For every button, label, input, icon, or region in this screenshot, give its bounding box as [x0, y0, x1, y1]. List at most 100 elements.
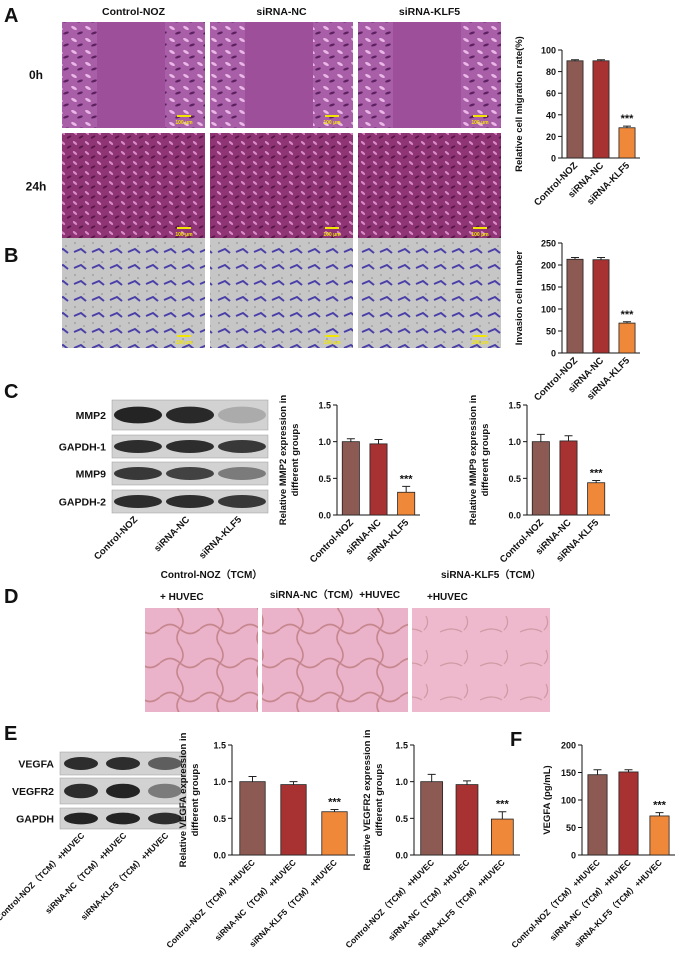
column-header: + HUVEC	[160, 592, 204, 603]
blot-label: VEGFR2	[12, 786, 54, 798]
bar	[397, 491, 416, 516]
y-tick-label: 50	[546, 327, 556, 337]
y-axis-label: Relative VEGFR2 expression in	[362, 729, 373, 870]
error-bar	[597, 59, 605, 61]
y-axis-label: Relative MMP9 expression in	[468, 395, 479, 526]
micrograph	[412, 608, 550, 712]
column-header: Control-NOZ（TCM）	[161, 568, 263, 581]
y-axis-label: VEGFA (pg/mL)	[542, 765, 553, 834]
y-tick-label: 0.0	[508, 511, 521, 521]
x-tick-label: Control-NOZ（TCM）+HUVEC	[164, 857, 257, 950]
y-tick-label: 80	[546, 67, 556, 77]
y-tick-label: 150	[561, 768, 576, 778]
y-tick-label: 200	[541, 261, 556, 271]
micrograph	[358, 133, 501, 240]
micrograph	[210, 133, 353, 240]
bar	[420, 781, 444, 856]
y-axis-label: Relative MMP2 expression in	[278, 395, 289, 526]
blot-band	[64, 783, 98, 799]
significance: ***	[653, 800, 667, 812]
blot-label: GAPDH-2	[59, 497, 106, 509]
bar	[618, 322, 636, 354]
y-tick-label: 100	[541, 46, 556, 56]
bar	[531, 441, 550, 516]
column-header: +HUVEC	[427, 592, 468, 603]
bar	[649, 815, 670, 856]
micrograph	[262, 608, 408, 712]
error-bar	[463, 780, 471, 785]
y-tick-label: 0	[571, 851, 576, 861]
y-tick-label: 200	[561, 741, 576, 751]
y-tick-label: 50	[566, 823, 576, 833]
error-bar	[623, 321, 631, 324]
y-axis-label: Invasion cell number	[514, 250, 525, 345]
scale-bar-label: 100 μm	[323, 232, 341, 238]
y-tick-label: 40	[546, 110, 556, 120]
scale-bar-label: 100 μm	[175, 340, 193, 346]
y-tick-label: 150	[541, 283, 556, 293]
blot-band	[64, 757, 98, 770]
micrograph	[62, 238, 205, 348]
blot-band	[148, 783, 182, 799]
bar	[341, 441, 360, 516]
error-bar	[374, 438, 383, 444]
y-tick-label: 1.5	[395, 741, 408, 751]
scale-bar-label: 100 μm	[175, 120, 193, 126]
error-bar	[592, 480, 601, 483]
y-tick-label: 100	[541, 305, 556, 315]
blot-band	[218, 406, 266, 424]
y-tick-label: 250	[541, 239, 556, 249]
blot-band	[218, 440, 266, 453]
y-tick-label: 1.5	[508, 401, 521, 411]
bar	[587, 774, 608, 856]
y-tick-label: 1.5	[318, 401, 331, 411]
panel-letter: F	[510, 729, 522, 751]
y-axis-label: different groups	[190, 764, 201, 837]
y-tick-label: 0	[551, 349, 556, 359]
column-header: siRNA-NC	[256, 6, 307, 18]
panel-letter: E	[4, 723, 17, 745]
blot-label: GAPDH	[16, 814, 54, 826]
y-tick-label: 1.0	[318, 437, 331, 447]
bar	[559, 440, 578, 516]
y-tick-label: 0.0	[318, 511, 331, 521]
bar	[587, 482, 606, 516]
y-axis-label: different groups	[480, 424, 491, 497]
blot-band	[114, 495, 162, 508]
significance: ***	[328, 797, 342, 809]
bar	[490, 818, 514, 856]
significance: ***	[621, 113, 635, 125]
scale-bar-label: 100 μm	[323, 120, 341, 126]
error-bar	[248, 776, 257, 782]
bar	[455, 784, 479, 856]
bar	[618, 771, 639, 856]
x-tick-label: Control-NOZ	[498, 517, 546, 565]
bar	[280, 784, 307, 856]
bar	[239, 781, 266, 856]
y-axis-label: different groups	[374, 764, 385, 837]
micrograph	[358, 238, 501, 348]
blot-band	[106, 783, 140, 799]
column-header: siRNA-KLF5	[399, 6, 460, 18]
error-bar	[330, 809, 339, 812]
y-tick-label: 0.5	[213, 814, 226, 824]
blot-band	[106, 757, 140, 770]
scratch-gap	[245, 22, 313, 128]
y-axis-label: different groups	[290, 424, 301, 497]
blot-band	[166, 467, 214, 480]
y-tick-label: 0.0	[213, 851, 226, 861]
blot-band	[148, 812, 182, 825]
error-bar	[498, 811, 507, 820]
lane-label: siRNA-KLF5（TCM）+HUVEC	[79, 830, 171, 922]
micrograph	[210, 238, 353, 348]
blot-label: GAPDH-1	[59, 442, 106, 454]
blot-band	[114, 440, 162, 453]
significance: ***	[400, 473, 414, 485]
lane-label: siRNA-NC（TCM）+HUVEC	[43, 830, 128, 915]
row-label: 24h	[26, 180, 47, 194]
bar	[592, 259, 610, 354]
y-tick-label: 0.5	[395, 814, 408, 824]
error-bar	[597, 257, 605, 260]
